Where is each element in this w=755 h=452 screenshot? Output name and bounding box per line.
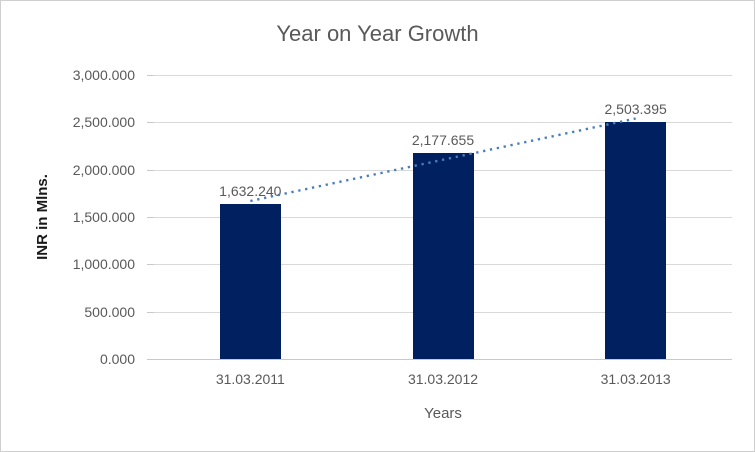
- x-tick-label: 31.03.2013: [600, 371, 671, 387]
- y-tick-label: 1,500.000: [72, 209, 135, 225]
- y-axis-tick: [147, 312, 154, 313]
- y-axis-tick: [147, 264, 154, 265]
- y-axis-tick: [147, 75, 154, 76]
- bar-31.03.2013: [605, 122, 667, 359]
- bar-value-label: 2,177.655: [411, 131, 475, 148]
- bar-value-label: 2,503.395: [604, 101, 667, 117]
- y-tick-label: 500.000: [84, 304, 135, 320]
- y-tick-label: 1,000.000: [72, 256, 135, 272]
- y-axis-tick: [147, 170, 154, 171]
- x-axis-line: [154, 359, 732, 360]
- y-tick-label: 0.000: [99, 351, 135, 367]
- y-tick-label: 3,000.000: [72, 67, 135, 83]
- y-axis-tick: [147, 359, 154, 360]
- x-tick-label: 31.03.2012: [407, 371, 479, 387]
- y-axis-tick: [147, 122, 154, 123]
- y-tick-label: 2,000.000: [72, 162, 135, 178]
- x-axis-title: Years: [424, 405, 462, 422]
- bar-31.03.2011: [219, 204, 281, 359]
- gridline: [154, 75, 732, 76]
- bar-value-label: 1,632.240: [219, 183, 282, 200]
- y-tick-label: 2,500.000: [72, 114, 135, 130]
- chart-title: Year on Year Growth: [276, 21, 479, 46]
- x-tick-label: 31.03.2011: [215, 371, 285, 387]
- y-axis-tick: [147, 217, 154, 218]
- bar-31.03.2012: [412, 152, 474, 359]
